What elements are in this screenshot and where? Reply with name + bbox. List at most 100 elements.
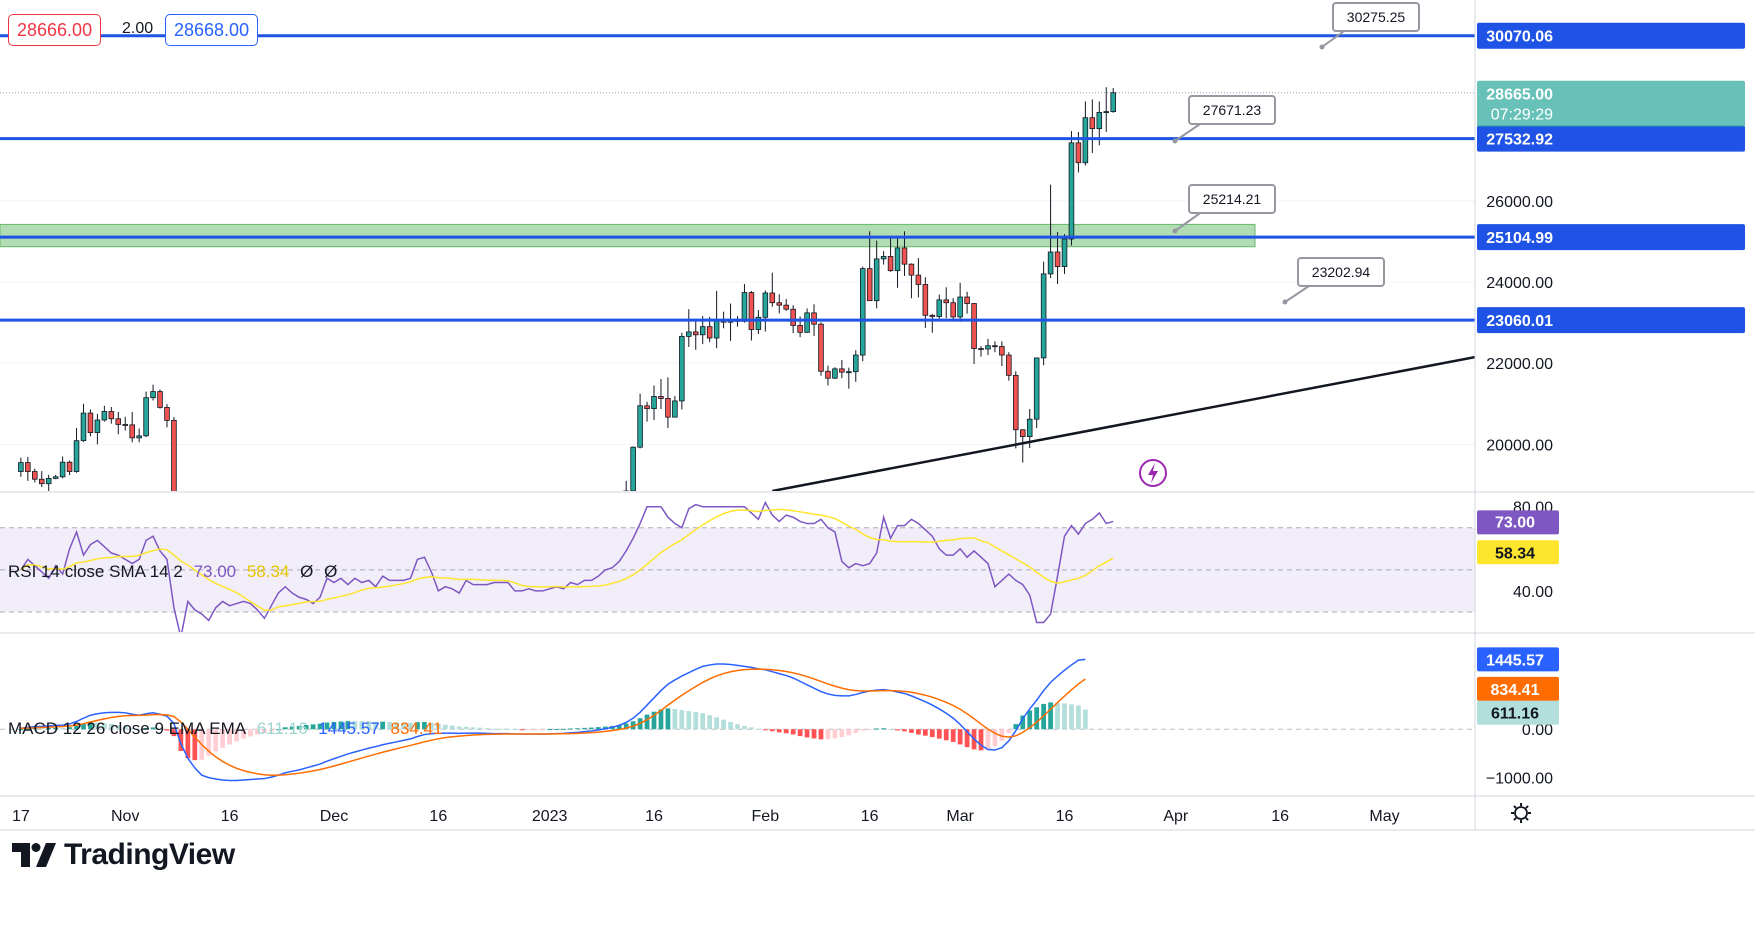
macd-histogram-bar bbox=[916, 729, 921, 735]
candle-body bbox=[797, 325, 803, 333]
tradingview-logo[interactable]: TradingView bbox=[12, 838, 235, 872]
candle bbox=[964, 291, 970, 314]
candle bbox=[901, 231, 908, 276]
candle-body bbox=[957, 296, 963, 318]
macd-histogram-bar bbox=[248, 729, 253, 737]
macd-histogram-bar bbox=[39, 728, 45, 730]
macd-histogram-bar bbox=[422, 721, 427, 730]
candle bbox=[1047, 184, 1054, 278]
macd-histogram-bar bbox=[999, 729, 1005, 741]
macd-histogram-bar bbox=[707, 715, 713, 730]
macd-histogram-bar bbox=[352, 721, 358, 730]
candle bbox=[18, 457, 24, 477]
gear-icon-tooth bbox=[1513, 805, 1517, 809]
candle-body bbox=[38, 478, 45, 485]
candle bbox=[999, 341, 1005, 367]
macd-histogram-bar bbox=[185, 729, 191, 759]
macd-histogram-bar bbox=[769, 729, 775, 732]
candle bbox=[741, 284, 748, 323]
macd-histogram-bar bbox=[582, 727, 587, 730]
macd-histogram-bar bbox=[790, 729, 796, 735]
rsi-sma-tag-text: 58.34 bbox=[1495, 545, 1535, 562]
candle bbox=[651, 385, 657, 420]
time-axis-label: 16 bbox=[645, 808, 663, 825]
candle bbox=[32, 468, 38, 483]
sell-price-box[interactable]: 28666.00 bbox=[8, 14, 102, 46]
macd-histogram-bar bbox=[512, 729, 518, 731]
macd-histogram-bar bbox=[839, 729, 845, 737]
current-price-tag: 28665.00 07:29:29 bbox=[1477, 80, 1745, 127]
macd-histogram-bar bbox=[874, 728, 880, 730]
macd-histogram-bar bbox=[282, 727, 288, 730]
candle bbox=[950, 298, 956, 322]
candle-body bbox=[964, 296, 970, 304]
gear-icon[interactable] bbox=[1511, 803, 1531, 823]
candle-body bbox=[623, 490, 629, 491]
time-axis-label: 17 bbox=[12, 808, 30, 825]
candle bbox=[150, 384, 156, 401]
candle bbox=[908, 263, 915, 299]
candle-body bbox=[1026, 418, 1033, 438]
macd-histogram-bar bbox=[463, 726, 469, 730]
candle bbox=[1019, 429, 1026, 463]
macd-histogram-bar bbox=[936, 729, 942, 739]
candle bbox=[853, 350, 859, 382]
time-axis-label: Nov bbox=[111, 808, 139, 825]
candle-body bbox=[776, 302, 783, 306]
candle bbox=[1006, 352, 1012, 381]
callout-anchor bbox=[1319, 44, 1325, 50]
macd-histogram-bar bbox=[700, 713, 706, 730]
buy-price-box[interactable]: 28668.00 bbox=[165, 14, 259, 46]
candle-body bbox=[644, 405, 650, 410]
macd-label: MACD 12 26 close 9 EMA EMA bbox=[8, 719, 247, 738]
rsi-sma-line bbox=[20, 508, 1114, 611]
macd-histogram-bar bbox=[616, 725, 622, 730]
macd-axis-label: −1000.00 bbox=[1486, 771, 1553, 788]
macd-histogram-bar bbox=[498, 728, 504, 730]
macd-histogram-bar bbox=[797, 729, 803, 737]
macd-histogram-bar bbox=[595, 727, 601, 730]
macd-histogram-bar bbox=[846, 729, 852, 736]
candle bbox=[59, 456, 66, 479]
macd-legend[interactable]: MACD 12 26 close 9 EMA EMA 611.16 1445.5… bbox=[8, 719, 448, 739]
candle-body bbox=[87, 412, 94, 433]
macd-histogram-bar bbox=[331, 721, 337, 730]
candle-body bbox=[672, 400, 678, 418]
rsi-label: RSI 14 close SMA 14 2 bbox=[8, 562, 183, 581]
macd-histogram-bar bbox=[178, 729, 184, 751]
gear-icon-tooth bbox=[1525, 817, 1529, 821]
candle-body bbox=[741, 292, 748, 322]
candle-body bbox=[66, 461, 73, 472]
macd-histogram-bar bbox=[644, 714, 650, 730]
candle-body bbox=[985, 345, 991, 350]
candle bbox=[94, 413, 101, 445]
candle-body bbox=[748, 292, 755, 330]
macd-histogram-bar bbox=[825, 729, 831, 740]
candle-body bbox=[143, 397, 149, 437]
candle-body bbox=[894, 247, 901, 272]
macd-pane bbox=[0, 658, 1475, 782]
candle bbox=[658, 379, 664, 410]
candle-body bbox=[1054, 251, 1061, 268]
candle bbox=[644, 401, 650, 422]
rsi-legend[interactable]: RSI 14 close SMA 14 2 73.00 58.34 Ø Ø bbox=[8, 562, 343, 582]
macd-histogram-bar bbox=[950, 729, 956, 742]
candle-body bbox=[1061, 238, 1068, 268]
candle-body bbox=[971, 303, 977, 349]
macd-histogram-bar bbox=[756, 728, 761, 730]
macd-histogram-bar bbox=[192, 729, 198, 761]
price-axis-label: 24000.00 bbox=[1486, 275, 1553, 292]
current-price-text: 28665.00 bbox=[1486, 87, 1553, 104]
macd-histogram-bar bbox=[18, 729, 24, 731]
macd-histogram-bar bbox=[122, 726, 128, 730]
candle bbox=[679, 332, 685, 410]
candle-body bbox=[832, 368, 838, 379]
current-price-tag-bg bbox=[1477, 80, 1745, 127]
macd-line-tag-text: 1445.57 bbox=[1486, 652, 1544, 669]
macd-histogram-bar bbox=[484, 728, 490, 730]
macd-histogram-bar bbox=[540, 729, 546, 731]
candle bbox=[915, 258, 922, 298]
candle-body bbox=[978, 348, 984, 350]
macd-signal-tag-text: 834.41 bbox=[1491, 682, 1540, 699]
